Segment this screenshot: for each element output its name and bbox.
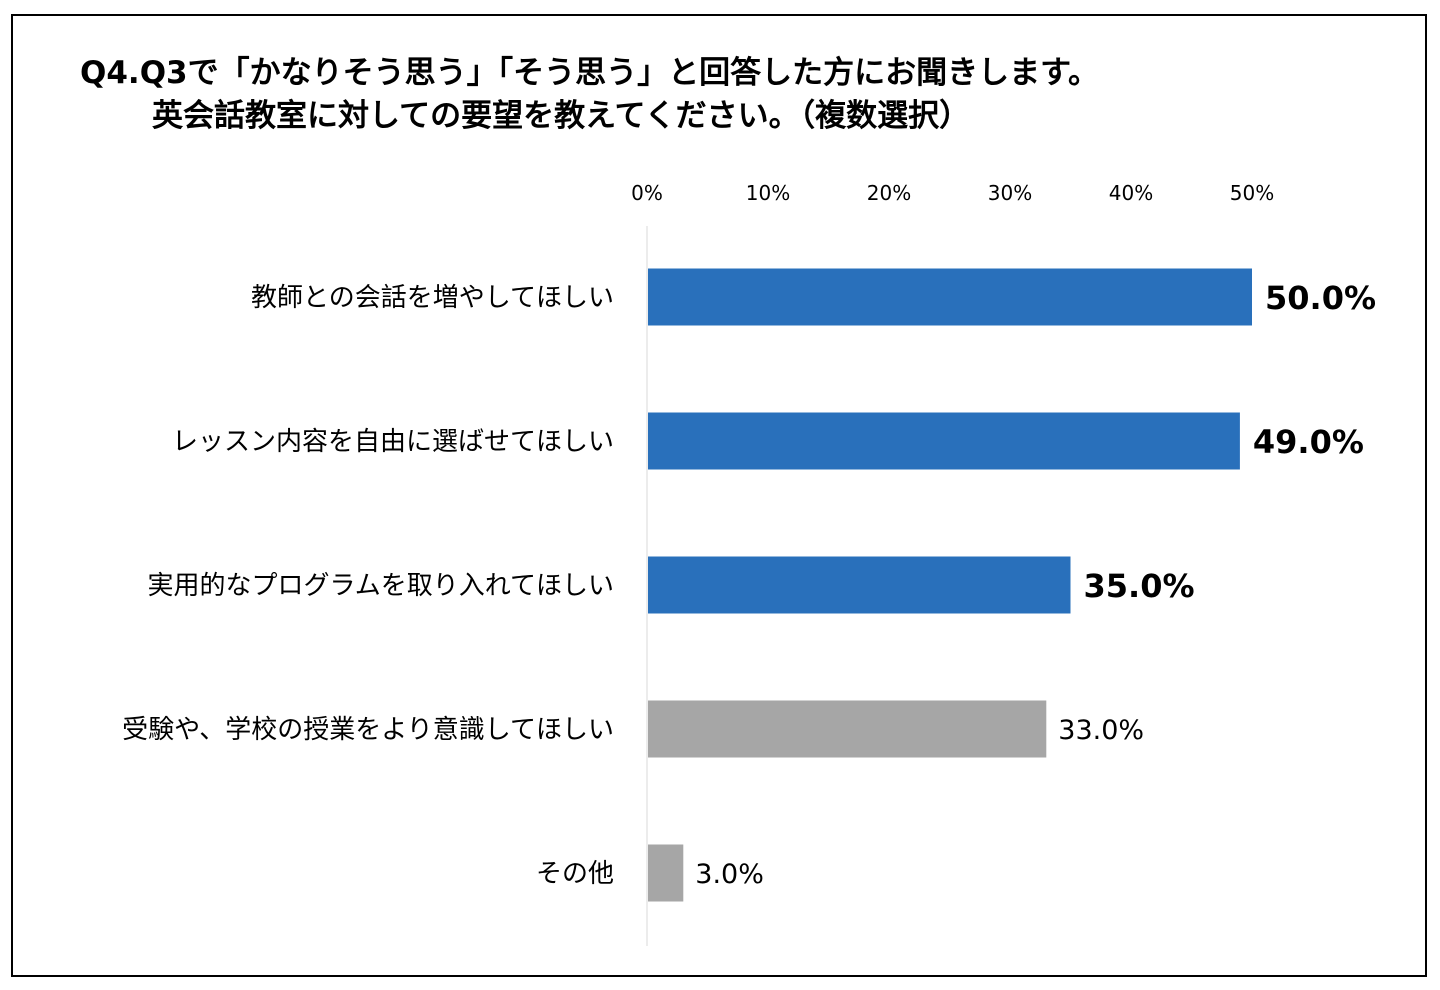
category-label: レッスン内容を自由に選ばせてほしい <box>172 427 614 457</box>
bar <box>648 556 1071 614</box>
data-label: 49.0% <box>1253 423 1364 461</box>
x-tick-label: 50% <box>1230 181 1274 205</box>
category-label: 実用的なプログラムを取り入れてほしい <box>148 571 614 601</box>
x-tick-label: 30% <box>988 181 1032 205</box>
bar <box>648 268 1252 326</box>
x-tick-label: 0% <box>631 181 663 205</box>
data-label: 33.0% <box>1058 715 1144 746</box>
x-tick-label: 20% <box>867 181 911 205</box>
chart-title-line-1: Q4.Q3で「かなりそう思う」「そう思う」と回答した方にお聞きします。 <box>80 55 1100 91</box>
bar <box>648 700 1047 758</box>
category-label: 受験や、学校の授業をより意識してほしい <box>122 715 614 745</box>
data-label: 35.0% <box>1084 567 1195 605</box>
bar <box>648 412 1240 470</box>
chart-title-line-2: 英会話教室に対しての要望を教えてください。（複数選択） <box>152 98 971 134</box>
x-tick-label: 10% <box>746 181 790 205</box>
category-label: その他 <box>536 859 614 889</box>
bar <box>648 844 684 902</box>
category-label: 教師との会話を増やしてほしい <box>251 283 614 313</box>
chart-frame <box>11 14 1427 977</box>
data-label: 3.0% <box>695 859 764 890</box>
data-label: 50.0% <box>1265 279 1376 317</box>
x-tick-label: 40% <box>1109 181 1153 205</box>
